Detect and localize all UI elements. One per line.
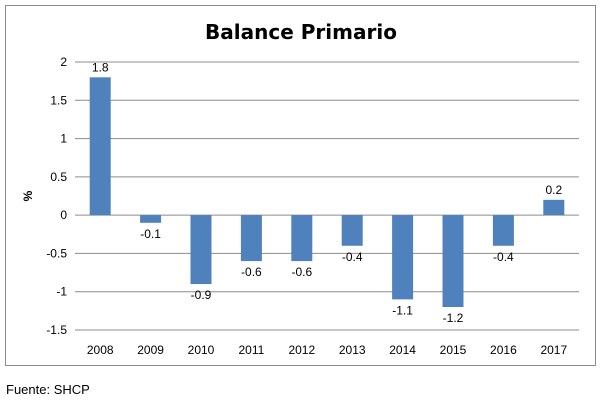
bar <box>140 215 162 223</box>
x-tick-label: 2014 <box>389 343 416 357</box>
data-label: -0.9 <box>191 288 212 302</box>
bar <box>392 215 414 300</box>
y-tick-label: -0.5 <box>46 246 67 260</box>
data-labels: 1.8 -0.1 -0.9 -0.6 -0.6 -0.4 -1.1 -1.2 -0.4 0.2 <box>92 60 563 325</box>
data-label: 1.8 <box>92 60 109 74</box>
bar <box>291 215 313 262</box>
y-tick-label: 0 <box>60 208 67 222</box>
bar <box>240 215 262 262</box>
chart-title: Balance Primario <box>205 20 397 44</box>
x-tick-label: 2017 <box>540 343 567 357</box>
y-tick-label: 1 <box>60 132 67 146</box>
bar <box>442 215 464 308</box>
data-label: -0.1 <box>140 227 161 241</box>
y-axis-ticks: 2 1.5 1 0.5 0 -0.5 -1 -1.5 <box>46 55 67 337</box>
data-label: -1.2 <box>443 311 464 325</box>
data-label: -0.4 <box>493 250 514 264</box>
x-tick-label: 2008 <box>87 343 114 357</box>
y-tick-label: 1.5 <box>50 93 67 107</box>
gridlines <box>75 61 579 331</box>
bar <box>543 199 565 216</box>
bar-chart: Balance Primario % 1.8 -0.1 -0.9 -0.6 -0.6 -0… <box>21 20 579 357</box>
x-tick-label: 2011 <box>238 343 264 357</box>
y-tick-label: 0.5 <box>50 170 67 184</box>
data-label: 0.2 <box>545 183 562 197</box>
bar <box>89 77 111 216</box>
data-label: -0.6 <box>291 265 312 279</box>
x-axis-ticks: 2008 2009 2010 2011 2012 2013 2014 2015 2016 2017 <box>87 343 568 357</box>
y-axis-label: % <box>21 190 35 201</box>
chart-frame: Balance Primario % 1.8 -0.1 -0.9 -0.6 -0.6 -0… <box>5 5 596 366</box>
x-tick-label: 2016 <box>490 343 517 357</box>
bar <box>341 215 363 246</box>
x-tick-label: 2009 <box>137 343 164 357</box>
bars <box>89 77 565 308</box>
x-tick-label: 2013 <box>339 343 366 357</box>
y-tick-label: -1 <box>56 285 67 299</box>
x-tick-label: 2010 <box>188 343 215 357</box>
data-label: -0.4 <box>342 250 363 264</box>
data-label: -1.1 <box>392 303 413 317</box>
y-tick-label: -1.5 <box>46 323 67 337</box>
y-tick-label: 2 <box>60 55 67 69</box>
data-label: -0.6 <box>241 265 262 279</box>
x-tick-label: 2015 <box>440 343 467 357</box>
bar <box>492 215 514 246</box>
x-tick-label: 2012 <box>288 343 315 357</box>
source-note: Fuente: SHCP <box>6 382 90 397</box>
bar <box>190 215 212 285</box>
